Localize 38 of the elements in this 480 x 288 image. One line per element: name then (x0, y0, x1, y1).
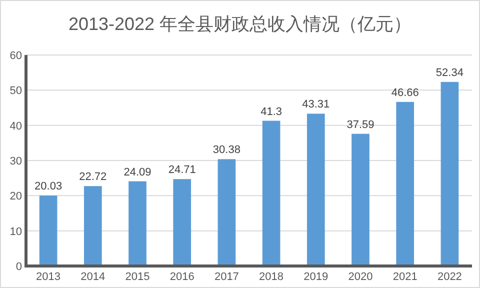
y-tick-label: 20 (10, 190, 22, 203)
bar (39, 196, 58, 266)
data-label: 24.09 (124, 166, 152, 178)
x-tick-label: 2022 (437, 271, 462, 283)
data-label: 46.66 (391, 86, 419, 99)
bar (396, 102, 414, 266)
y-tick-label: 30 (10, 156, 22, 168)
data-label: 30.38 (212, 144, 240, 156)
data-label: 24.71 (168, 164, 196, 176)
x-tick-label: 2017 (214, 271, 239, 283)
y-tick-label: 40 (10, 120, 22, 132)
y-tick-label: 0 (16, 261, 22, 273)
data-label: 43.31 (302, 98, 330, 111)
bar (218, 159, 236, 266)
x-tick-label: 2019 (304, 271, 328, 283)
y-tick-label: 60 (10, 50, 22, 62)
x-tick-label: 2020 (348, 271, 373, 283)
x-tick-label: 2015 (125, 271, 150, 283)
data-label: 22.72 (79, 171, 107, 184)
x-tick-label: 2021 (392, 271, 418, 283)
data-label: 37.59 (346, 118, 374, 131)
x-tick-label: 2018 (259, 271, 284, 283)
x-tick-label: 2014 (80, 271, 106, 283)
bar (128, 181, 146, 266)
bar (84, 186, 102, 266)
x-tick-label: 2016 (170, 271, 194, 283)
y-tick-label: 10 (10, 226, 22, 238)
x-tick-label: 2013 (36, 271, 61, 283)
y-tick-label: 50 (10, 85, 22, 98)
bar (306, 114, 325, 266)
bar (173, 179, 192, 266)
data-label: 41.3 (260, 106, 282, 118)
data-label: 52.34 (436, 66, 464, 79)
data-label: 20.03 (34, 180, 62, 193)
bar (440, 82, 459, 266)
bar (352, 134, 370, 266)
bar (262, 120, 280, 266)
chart-title: 2013-2022 年全县财政总收入情况（亿元） (68, 14, 412, 34)
